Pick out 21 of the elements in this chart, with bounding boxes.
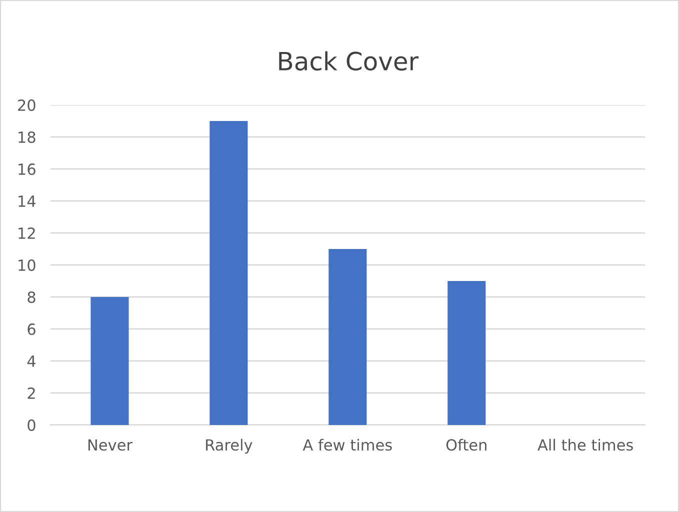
y-tick-label: 12: [18, 227, 35, 239]
y-tick-label: 4: [27, 356, 36, 367]
bar: [210, 120, 248, 425]
bar: [448, 280, 486, 425]
y-tick-label: 16: [18, 163, 36, 175]
x-tick-label: All the times: [538, 438, 633, 451]
y-tick-label: 6: [28, 323, 36, 335]
y-tick-label: 18: [18, 131, 36, 143]
y-tick-label: 2: [28, 387, 35, 399]
x-tick-label: Often: [446, 438, 486, 451]
x-tick-label: Never: [88, 439, 132, 451]
x-tick-label: A few times: [302, 438, 392, 451]
chart-title: Back Cover: [279, 51, 419, 71]
y-tick-label: 10: [18, 259, 36, 271]
bar: [328, 248, 367, 425]
y-tick-label: 8: [28, 291, 36, 303]
x-tick-label: Rarely: [206, 438, 252, 454]
y-tick-label: 14: [18, 196, 36, 207]
bar: [90, 296, 129, 425]
y-tick-label: 20: [18, 99, 36, 111]
y-tick-label: 0: [28, 419, 36, 431]
